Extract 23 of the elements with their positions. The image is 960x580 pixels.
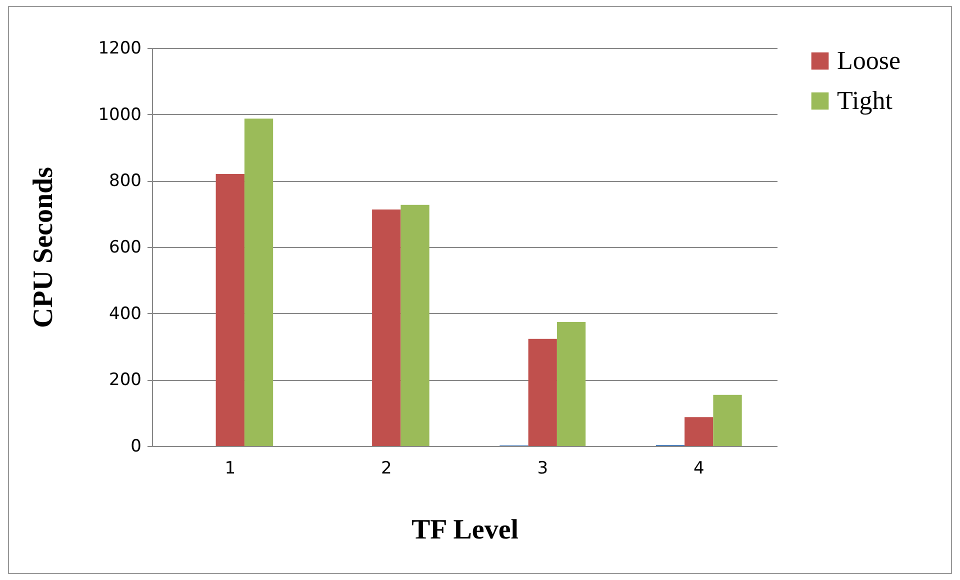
bar (244, 118, 274, 446)
bar (684, 417, 714, 446)
legend-label: Tight (837, 86, 894, 115)
x-tick-label: 1 (224, 458, 236, 478)
bar (528, 338, 557, 446)
x-tick-label: 3 (537, 458, 548, 478)
bar (400, 204, 430, 446)
legend-label: Loose (837, 46, 901, 75)
bar (713, 394, 742, 446)
y-tick-label: 1200 (98, 38, 142, 58)
bar (372, 210, 401, 446)
x-tick-label: 4 (693, 458, 704, 478)
y-tick-label: 400 (109, 304, 142, 324)
bar (556, 322, 586, 446)
x-axis-title: TF Level (411, 514, 519, 546)
bar (216, 174, 244, 446)
y-axis-title: CPU Seconds (28, 166, 60, 328)
y-tick-label: 0 (130, 436, 142, 456)
y-tick-label: 800 (109, 171, 142, 192)
y-tick-label: 600 (109, 238, 142, 258)
x-tick-label: 2 (380, 458, 392, 478)
y-tick-label: 200 (109, 370, 142, 390)
y-tick-label: 1000 (98, 104, 142, 125)
